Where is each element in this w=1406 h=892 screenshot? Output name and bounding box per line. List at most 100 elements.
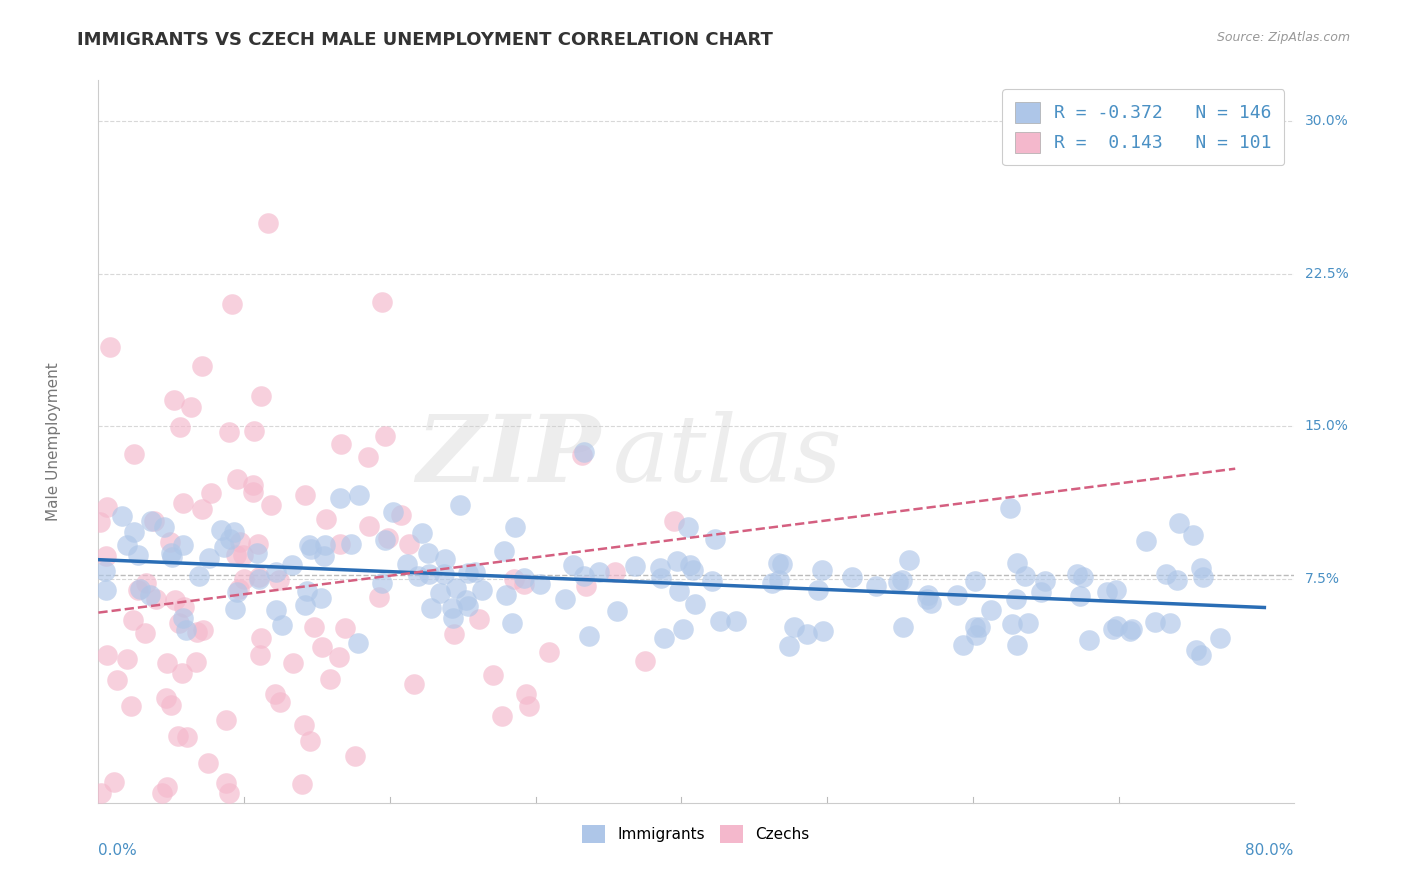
Point [517, 698, 540, 713]
Point [433, 566, 456, 581]
Point [162, 550, 184, 565]
Point [180, 400, 202, 414]
Point [1105, 583, 1128, 598]
Point [173, 600, 195, 615]
Point [172, 538, 194, 552]
Point [700, 574, 723, 588]
Point [398, 537, 420, 551]
Point [1119, 624, 1142, 639]
Point [1066, 566, 1088, 581]
Point [309, 591, 332, 605]
Point [249, 648, 271, 662]
Point [411, 526, 433, 541]
Point [186, 625, 208, 640]
Point [665, 554, 688, 568]
Point [811, 563, 834, 577]
Point [329, 537, 352, 551]
Point [1095, 584, 1118, 599]
Point [127, 548, 149, 562]
Point [471, 582, 494, 597]
Point [264, 565, 287, 579]
Point [464, 566, 486, 580]
Text: 30.0%: 30.0% [1305, 114, 1348, 128]
Point [233, 572, 256, 586]
Point [449, 498, 471, 512]
Point [191, 502, 214, 516]
Point [1166, 573, 1188, 587]
Point [502, 572, 524, 586]
Point [343, 748, 366, 763]
Point [374, 533, 396, 547]
Point [778, 639, 800, 653]
Point [572, 569, 595, 583]
Point [481, 668, 503, 682]
Point [256, 216, 278, 230]
Point [111, 509, 134, 524]
Text: atlas: atlas [613, 411, 842, 501]
Point [454, 593, 477, 607]
Point [588, 565, 610, 579]
Point [115, 652, 138, 666]
Text: IMMIGRANTS VS CZECH MALE UNEMPLOYMENT CORRELATION CHART: IMMIGRANTS VS CZECH MALE UNEMPLOYMENT CO… [77, 31, 773, 49]
Point [159, 534, 181, 549]
Point [218, 786, 240, 800]
Point [1102, 622, 1125, 636]
Point [1121, 622, 1143, 636]
Point [652, 631, 675, 645]
Point [648, 561, 671, 575]
Point [229, 535, 252, 549]
Point [264, 603, 287, 617]
Point [247, 537, 270, 551]
Text: 80.0%: 80.0% [1246, 843, 1294, 857]
Point [250, 389, 273, 403]
Text: ZIP: ZIP [416, 411, 600, 501]
Point [952, 638, 974, 652]
Point [515, 687, 537, 701]
Point [917, 588, 939, 602]
Point [404, 676, 426, 690]
Point [228, 582, 250, 596]
Point [105, 673, 128, 687]
Point [969, 620, 991, 634]
Text: Male Unemployment: Male Unemployment [45, 362, 60, 521]
Point [574, 444, 596, 458]
Point [139, 589, 162, 603]
Point [1135, 533, 1157, 548]
Point [682, 563, 704, 577]
Point [145, 591, 167, 606]
Point [963, 574, 986, 588]
Point [1189, 648, 1212, 663]
Point [433, 552, 456, 566]
Point [163, 392, 186, 407]
Point [605, 566, 627, 580]
Point [662, 514, 685, 528]
Point [98, 340, 121, 354]
Point [503, 520, 526, 534]
Point [169, 420, 191, 434]
Point [865, 579, 887, 593]
Point [980, 603, 1002, 617]
Point [335, 621, 357, 635]
Point [495, 588, 517, 602]
Point [554, 591, 576, 606]
Point [155, 780, 177, 794]
Point [468, 612, 491, 626]
Legend: R = -0.372   N = 146, R =  0.143   N = 101: R = -0.372 N = 146, R = 0.143 N = 101 [1002, 89, 1285, 165]
Point [395, 557, 418, 571]
Point [302, 620, 325, 634]
Point [891, 573, 914, 587]
Point [766, 556, 789, 570]
Point [224, 524, 246, 539]
Point [501, 615, 523, 630]
Point [200, 485, 222, 500]
Point [191, 623, 214, 637]
Point [221, 297, 243, 311]
Point [328, 650, 350, 665]
Point [419, 600, 441, 615]
Point [135, 576, 157, 591]
Point [90, 786, 112, 800]
Point [184, 655, 207, 669]
Point [650, 571, 672, 585]
Point [294, 598, 316, 612]
Point [440, 600, 463, 615]
